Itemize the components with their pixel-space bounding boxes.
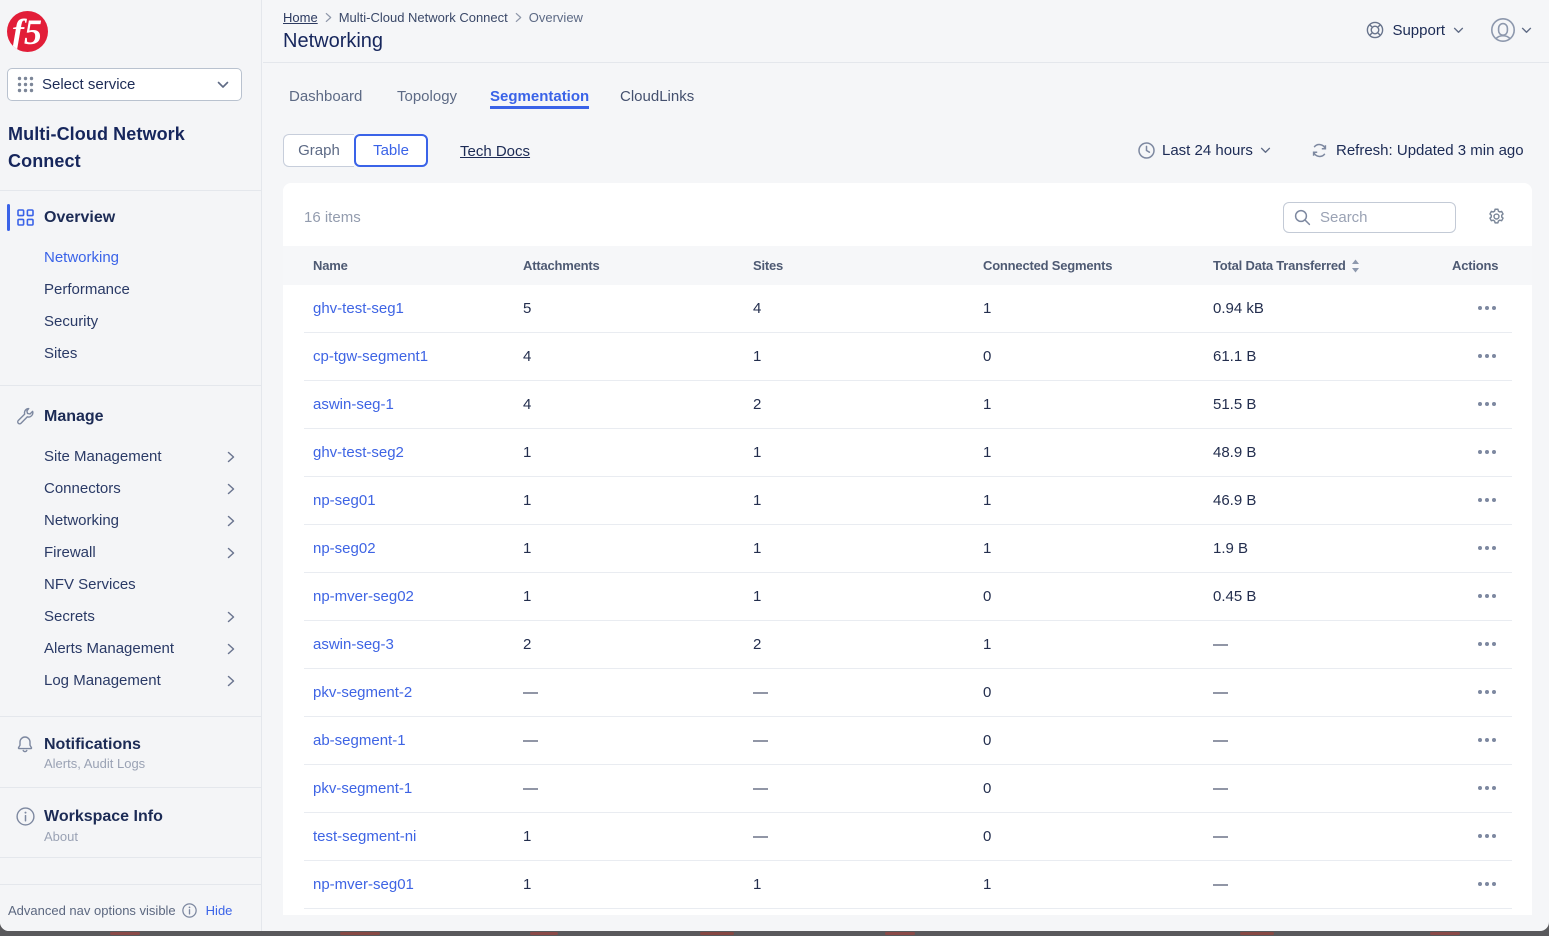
svg-text:f5: f5 (12, 12, 42, 52)
